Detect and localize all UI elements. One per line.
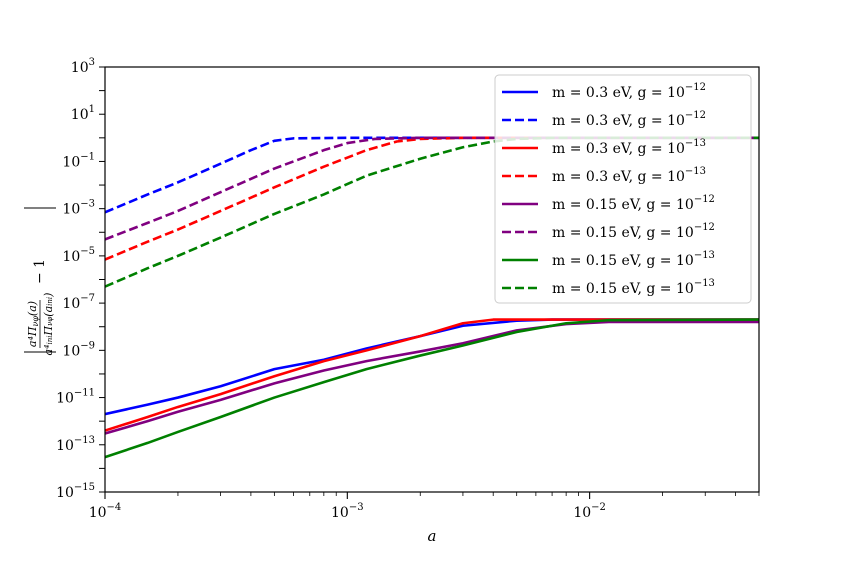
y-tick-label-7: 10−3 (62, 199, 95, 218)
series-line-2 (105, 136, 759, 214)
legend-box (494, 74, 752, 304)
y-tick-label-5: 10−7 (62, 293, 95, 312)
x-tick-label-3: 10−2 (573, 502, 606, 521)
legend-label-4: m = 0.3 eV, g = 10−13 (552, 166, 706, 185)
plot-curves (105, 136, 759, 459)
svg-text:a⁴iniΠνφ(aini): a⁴iniΠνφ(aini) (42, 293, 55, 356)
y-tick-label-2: 10−13 (56, 435, 95, 454)
legend-label-8: m = 0.15 eV, g = 10−13 (552, 278, 715, 297)
x-axis-label: a (428, 527, 437, 545)
x-tick-label-1: 10−4 (89, 502, 122, 521)
x-tick-label-2: 10−3 (331, 502, 364, 521)
y-tick-label-10: 103 (71, 57, 95, 76)
series-line-8 (105, 136, 759, 288)
x-axis-ticks: 10−4 10−3 10−2 (89, 492, 760, 521)
y-tick-label-6: 10−5 (62, 246, 95, 265)
y-axis-label: a⁴Πνφ(a) a⁴iniΠνφ(aini) − 1 (24, 207, 56, 356)
legend-label-6: m = 0.15 eV, g = 10−12 (552, 222, 715, 241)
series-line-6 (105, 136, 759, 241)
legend-label-7: m = 0.15 eV, g = 10−13 (552, 250, 715, 269)
y-tick-label-4: 10−9 (62, 340, 95, 359)
legend-label-1: m = 0.3 eV, g = 10−12 (552, 82, 706, 101)
series-line-7 (105, 318, 759, 459)
y-axis-ticks: 10−15 10−13 10−11 10−9 10−7 10−5 10−3 10−1 101 10… (56, 57, 105, 501)
legend-label-5: m = 0.15 eV, g = 10−12 (552, 194, 715, 213)
y-tick-label-3: 10−11 (56, 388, 95, 407)
legend-label-2: m = 0.3 eV, g = 10−12 (552, 110, 706, 129)
svg-text:− 1: − 1 (32, 259, 48, 284)
svg-text:a⁴Πνφ(a): a⁴Πνφ(a) (26, 301, 40, 347)
legend: m = 0.3 eV, g = 10−12 m = 0.3 eV, g = 10−… (494, 74, 752, 304)
series-line-4 (105, 136, 759, 261)
series-line-5 (105, 320, 759, 435)
legend-label-3: m = 0.3 eV, g = 10−13 (552, 138, 706, 157)
y-tick-label-9: 101 (71, 104, 95, 123)
y-tick-label-1: 10−15 (56, 482, 95, 501)
y-tick-label-8: 10−1 (62, 151, 95, 170)
series-line-3 (105, 318, 759, 432)
